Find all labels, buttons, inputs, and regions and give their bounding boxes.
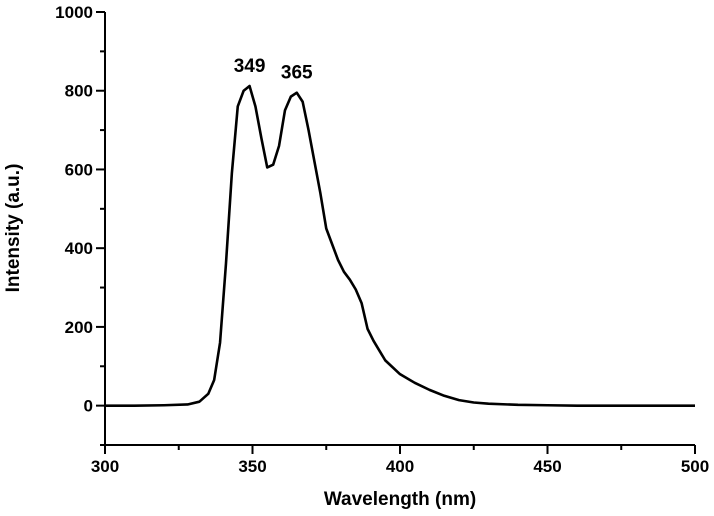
y-tick-label: 0	[84, 397, 93, 416]
ticks	[96, 11, 696, 454]
axes	[104, 12, 695, 446]
peak-annotations: 349 365	[234, 56, 313, 84]
y-tick-label: 800	[65, 82, 93, 101]
peak-label: 365	[281, 63, 313, 84]
x-axis-title: Wavelength (nm)	[324, 489, 476, 510]
peak-label: 349	[234, 56, 266, 77]
y-tick-label: 200	[65, 318, 93, 337]
x-tick-label: 350	[238, 457, 266, 476]
y-tick-label: 600	[65, 160, 93, 179]
series-line	[105, 84, 695, 407]
y-axis-title: Intensity (a.u.)	[3, 164, 24, 293]
x-tick-label: 500	[681, 457, 709, 476]
y-tick-label: 400	[65, 239, 93, 258]
y-tick-label: 1000	[55, 3, 93, 22]
x-tick-label: 300	[91, 457, 119, 476]
x-tick-label: 450	[533, 457, 561, 476]
tick-labels: 300 350 400 450 500 0 200 400 600 800 1000	[55, 3, 709, 476]
x-tick-label: 400	[386, 457, 414, 476]
